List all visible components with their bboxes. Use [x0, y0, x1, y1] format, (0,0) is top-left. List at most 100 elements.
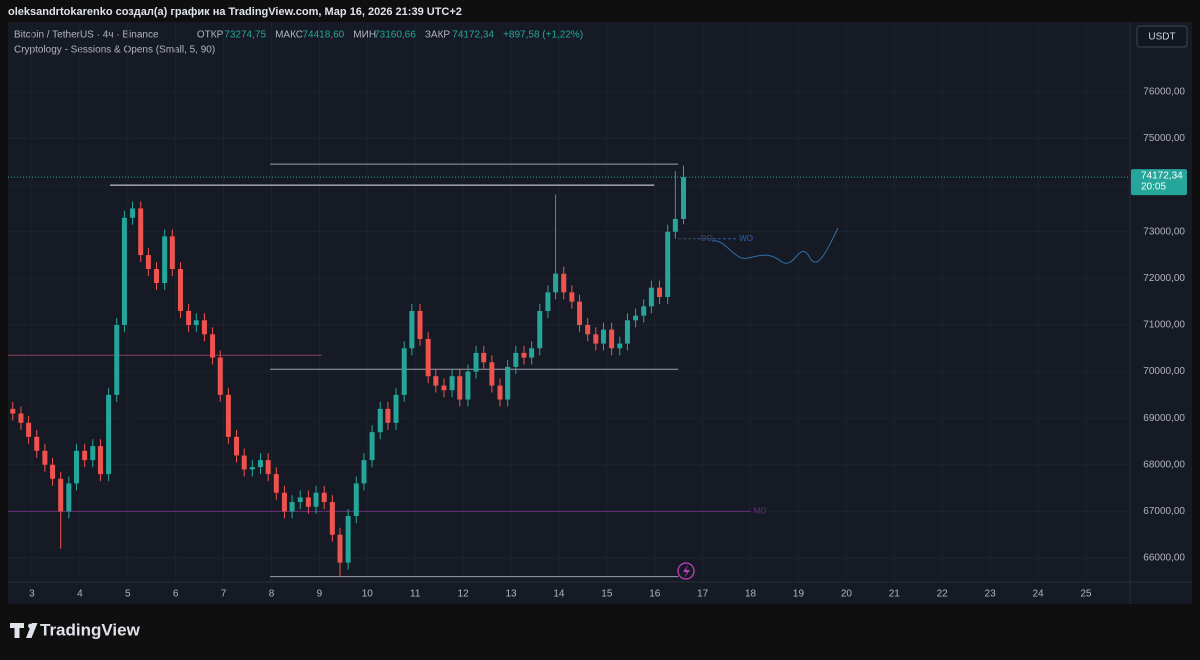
y-tick-label: 69000,00	[1143, 413, 1185, 424]
x-tick-label: 17	[697, 589, 709, 600]
brand: TradingView	[40, 620, 141, 639]
candle-body	[257, 460, 263, 468]
indicator-name: Cryptology - Sessions & Opens (Small, 5,…	[14, 45, 215, 56]
candle-body	[162, 236, 168, 284]
candle-body	[449, 376, 455, 391]
candle-body	[281, 492, 287, 512]
candle-body	[585, 324, 591, 335]
legend-change: +897,58 (+1,22%)	[503, 30, 583, 41]
y-tick-label: 75000,00	[1143, 133, 1185, 144]
candle-body	[26, 422, 32, 437]
candle-body	[18, 413, 24, 423]
y-tick-label: 71000,00	[1143, 320, 1185, 331]
candle-body	[289, 502, 295, 512]
candle-body	[648, 287, 654, 307]
candle-body	[481, 352, 487, 363]
candle-body	[521, 352, 527, 358]
candle-body	[249, 467, 255, 470]
candle-body	[337, 534, 343, 563]
x-tick-label: 14	[553, 589, 565, 600]
level-label: DO	[701, 234, 713, 243]
x-tick-label: 19	[793, 589, 805, 600]
candle-body	[234, 436, 240, 456]
candle-body	[225, 394, 231, 437]
y-tick-label: 67000,00	[1143, 506, 1185, 517]
candle-body	[665, 231, 671, 297]
candle-body	[130, 208, 136, 218]
x-tick-label: 12	[458, 589, 470, 600]
candle-body	[385, 408, 391, 423]
y-tick-label: 72000,00	[1143, 273, 1185, 284]
candle-body	[417, 310, 423, 339]
y-tick-label: 76000,00	[1143, 87, 1185, 98]
currency-box[interactable]	[1136, 25, 1188, 48]
x-tick-label: 8	[269, 589, 275, 600]
x-tick-label: 4	[77, 589, 83, 600]
candle-body	[553, 273, 559, 293]
candle-body	[473, 352, 479, 372]
candle-body	[680, 177, 686, 219]
candle-body	[672, 218, 678, 232]
candle-body	[505, 366, 511, 400]
candle-body	[497, 385, 503, 400]
alert-icon[interactable]	[677, 562, 695, 580]
candle-body	[217, 357, 223, 395]
candle-body	[177, 269, 183, 311]
x-tick-label: 24	[1032, 589, 1044, 600]
brand-logo-dot	[28, 623, 33, 629]
candle-body	[321, 492, 327, 503]
candle-body	[569, 292, 575, 302]
candle-body	[82, 450, 88, 461]
author-line: oleksandrtokarenko создал(а) график на T…	[8, 6, 462, 18]
candle-body	[138, 208, 144, 256]
candle-body	[561, 273, 567, 293]
x-tick-label: 3	[29, 589, 35, 600]
currency[interactable]: USDT	[1148, 32, 1175, 43]
candle-body	[10, 408, 16, 414]
candle-body	[369, 432, 375, 461]
x-tick-label: 18	[745, 589, 757, 600]
candle-body	[193, 320, 199, 325]
candle-body	[201, 320, 207, 335]
candle-body	[537, 310, 543, 349]
footer	[0, 605, 1200, 655]
legend-field-value: 74418,60	[303, 30, 345, 41]
candle-body	[154, 269, 160, 284]
y-tick-label: 68000,00	[1143, 459, 1185, 470]
candle-body	[617, 343, 623, 349]
candle-body	[624, 320, 630, 344]
candle-body	[441, 385, 447, 391]
candle-body	[633, 315, 639, 321]
candle-body	[90, 446, 96, 461]
candle-body	[50, 464, 56, 479]
candle-body	[600, 329, 606, 344]
candle-body	[513, 352, 519, 367]
candle-body	[353, 483, 359, 517]
candle-body	[641, 306, 647, 316]
legend-field-value: 73274,75	[224, 30, 266, 41]
candle-body	[241, 455, 247, 470]
last-price-box	[1131, 169, 1187, 196]
candle-body	[106, 394, 112, 475]
candle-body	[433, 376, 439, 386]
candle-body	[313, 492, 319, 507]
candle-body	[34, 436, 40, 451]
level-label: WO	[739, 234, 753, 243]
candle-body	[425, 338, 431, 377]
y-tick-label: 66000,00	[1143, 553, 1185, 564]
legend-field-name: МИН	[353, 30, 376, 41]
candle-body	[393, 394, 399, 423]
x-tick-label: 9	[317, 589, 323, 600]
candle-body	[345, 516, 351, 563]
x-tick-label: 11	[410, 589, 421, 600]
projection-curve	[711, 227, 839, 264]
candle-body	[377, 408, 383, 433]
candle-body	[657, 287, 663, 297]
countdown: 20:05	[1141, 182, 1166, 193]
candle-body	[169, 236, 175, 270]
candle-body	[210, 334, 216, 358]
candle-body	[329, 502, 335, 535]
x-tick-label: 22	[937, 589, 949, 600]
candle-body	[609, 329, 615, 349]
